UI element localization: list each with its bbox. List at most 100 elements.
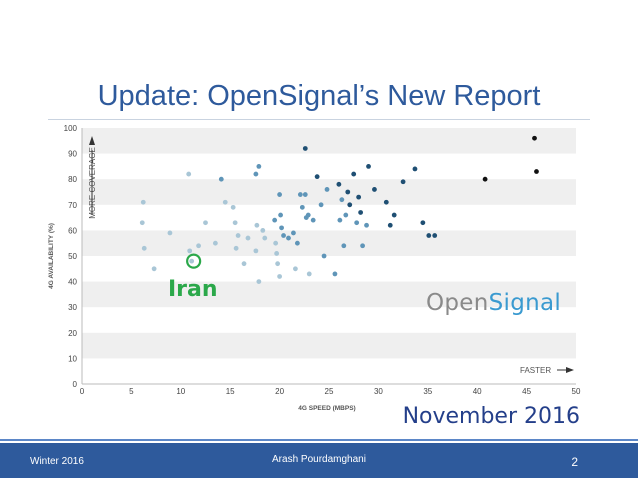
data-point	[332, 271, 338, 277]
data-point	[364, 222, 369, 228]
grid-bands	[82, 128, 576, 384]
y-axis-label: 4G AVAILABILITY (%)	[48, 223, 55, 289]
data-point	[337, 217, 343, 223]
axes	[81, 128, 576, 385]
grid-band	[82, 230, 576, 256]
data-point	[426, 233, 432, 238]
x-tick-label: 0	[80, 387, 85, 396]
data-point	[294, 240, 300, 246]
data-point	[343, 212, 349, 218]
slide-footer: Winter 2016 Arash Pourdamghani 2	[0, 443, 638, 478]
data-point	[277, 274, 282, 279]
data-point	[222, 199, 228, 205]
data-point	[141, 245, 147, 251]
y-tick-labels: 0 10 20 30 40 50 60 70 80 90 100	[64, 124, 78, 389]
title-divider	[48, 119, 590, 120]
data-point	[321, 253, 327, 259]
y-tick-label: 70	[68, 201, 77, 210]
data-point	[336, 181, 342, 187]
data-point	[273, 240, 279, 246]
data-point	[302, 146, 308, 151]
x-axis-label: 4G SPEED (MBPS)	[298, 405, 355, 412]
data-point	[324, 187, 330, 192]
opensignal-logo: OpenSignal	[426, 290, 561, 316]
data-point	[186, 171, 192, 177]
data-point	[482, 176, 488, 182]
data-point	[230, 204, 236, 210]
x-tick-label: 40	[473, 387, 482, 396]
data-point	[341, 243, 347, 249]
slide-title: Update: OpenSignal’s New Report	[97, 80, 541, 112]
data-point	[253, 248, 259, 254]
brand-open: Open	[426, 290, 489, 316]
data-point	[277, 192, 282, 197]
data-point	[279, 225, 284, 231]
grid-band	[82, 128, 576, 154]
data-point	[391, 212, 397, 218]
data-point	[360, 243, 365, 249]
x-tick-label: 10	[176, 387, 185, 396]
data-point	[306, 271, 312, 277]
grid-band	[82, 179, 576, 205]
data-point	[532, 135, 537, 141]
x-tick-label: 45	[522, 387, 531, 396]
faster-arrow-head	[566, 367, 574, 373]
data-point	[241, 261, 247, 267]
data-point	[372, 187, 377, 192]
data-point	[534, 169, 539, 174]
data-point	[318, 202, 324, 208]
data-point	[189, 258, 195, 264]
y-tick-label: 50	[68, 252, 77, 261]
x-tick-label: 15	[226, 387, 235, 396]
y-tick-label: 30	[68, 303, 77, 312]
data-point	[310, 217, 316, 223]
data-point	[139, 220, 145, 226]
report-date: November 2016	[402, 404, 580, 429]
data-point	[256, 164, 262, 169]
data-point	[314, 174, 320, 180]
data-point	[274, 251, 280, 256]
data-points	[139, 135, 539, 284]
data-point	[232, 220, 238, 226]
data-point	[305, 212, 311, 218]
data-point	[412, 166, 418, 172]
data-point	[356, 194, 362, 200]
data-point	[218, 176, 224, 182]
y-tick-label: 100	[64, 124, 78, 133]
data-point	[299, 204, 305, 210]
data-point	[272, 217, 278, 223]
data-point	[196, 243, 201, 249]
grid-band	[82, 281, 576, 308]
y-tick-label: 40	[68, 278, 77, 287]
data-point	[140, 199, 146, 205]
data-point	[432, 233, 438, 238]
x-tick-label: 50	[572, 387, 581, 396]
data-point	[260, 228, 266, 233]
data-point	[245, 235, 251, 241]
y-tick-label: 60	[68, 226, 77, 235]
data-point	[151, 266, 157, 272]
data-point	[203, 220, 208, 226]
data-point	[383, 199, 389, 205]
data-point	[345, 189, 351, 195]
x-tick-label: 30	[374, 387, 383, 396]
data-point	[235, 233, 241, 238]
data-point	[354, 220, 360, 226]
y-tick-label: 10	[68, 354, 77, 363]
iran-circle	[186, 253, 202, 269]
data-point	[358, 210, 364, 215]
brand-signal: Signal	[488, 290, 562, 316]
data-point	[212, 240, 218, 246]
x-tick-labels: 0 5 10 15 20 25 30 35 40 45 50	[80, 387, 581, 396]
faster-label: FASTER	[520, 366, 551, 375]
data-point	[387, 222, 393, 228]
y-tick-label: 80	[68, 175, 77, 184]
x-tick-label: 20	[275, 387, 284, 396]
y-tick-label: 0	[73, 380, 78, 389]
x-tick-label: 25	[325, 387, 334, 396]
data-point	[281, 233, 286, 238]
data-point	[339, 197, 345, 203]
data-point	[291, 230, 296, 236]
data-point	[262, 235, 268, 241]
data-point	[275, 261, 281, 267]
